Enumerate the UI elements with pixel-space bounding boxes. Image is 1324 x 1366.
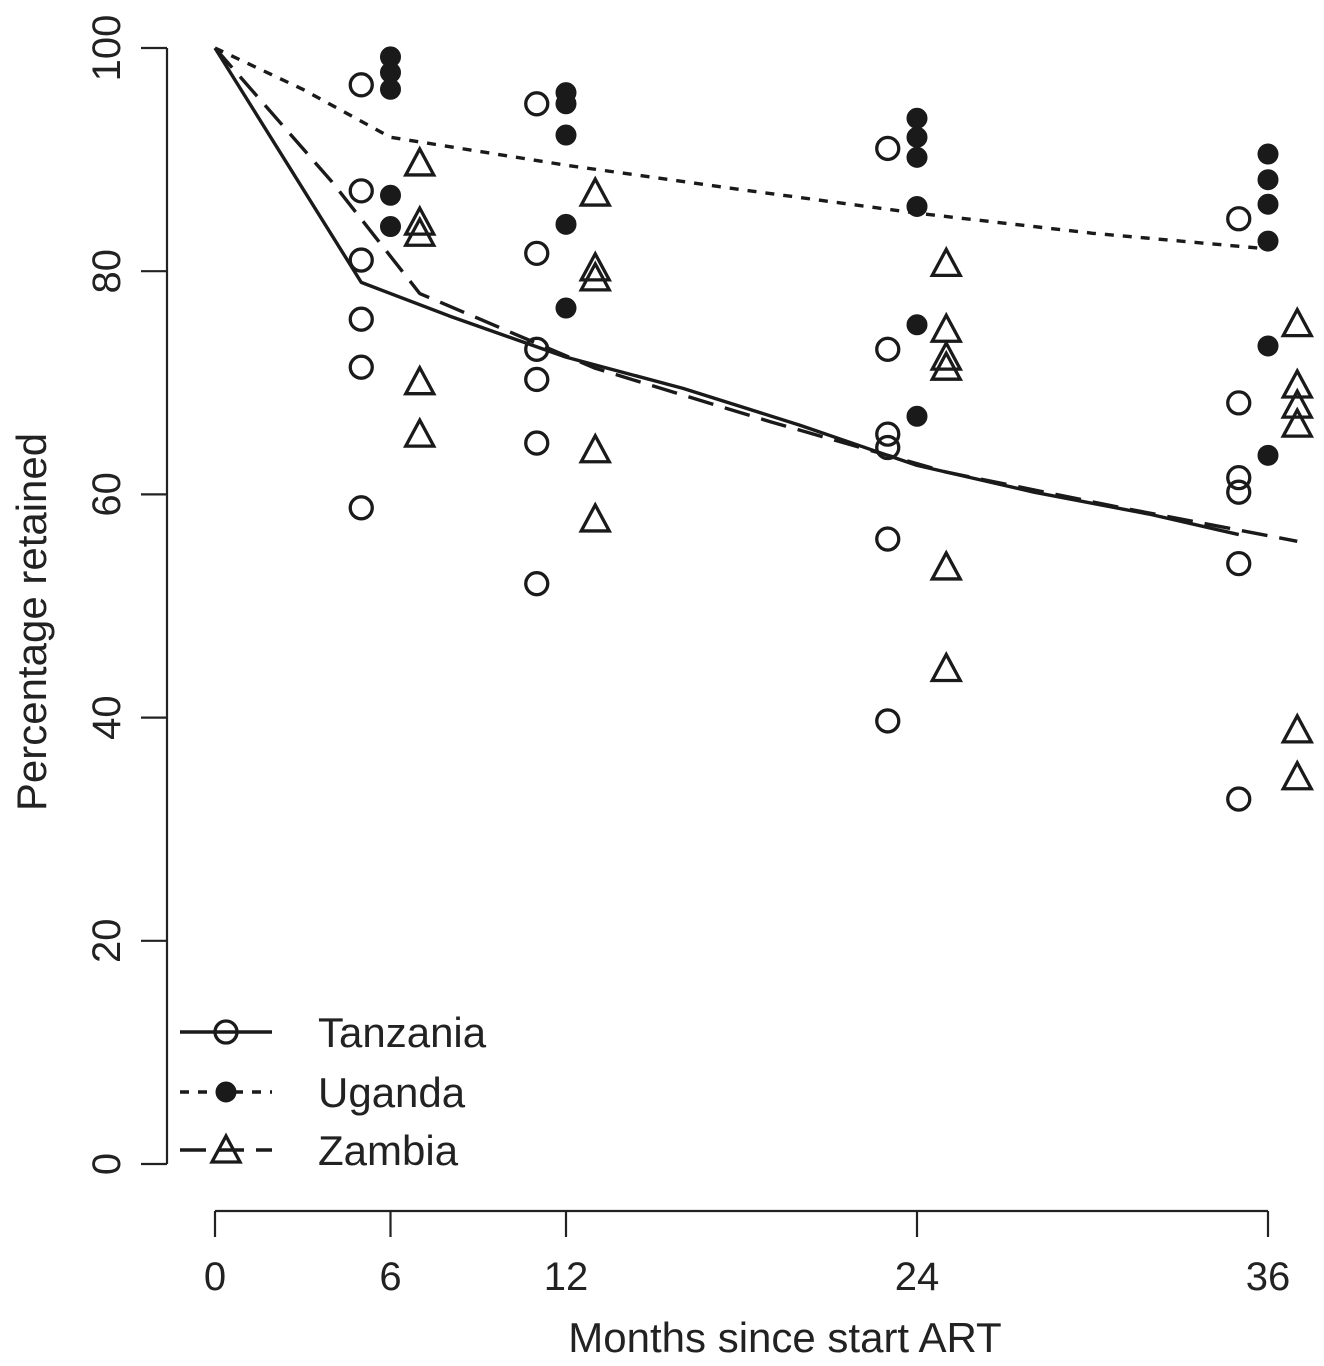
point-uganda <box>1257 143 1279 165</box>
point-uganda <box>1257 193 1279 215</box>
series-line-zambia <box>213 46 1298 543</box>
point-tanzania <box>524 336 550 362</box>
y-tick-label: 40 <box>85 695 129 740</box>
point-tanzania <box>1226 786 1252 812</box>
point-zambia <box>929 311 964 343</box>
legend-marker-zambia <box>209 1132 243 1164</box>
x-tick-label: 0 <box>204 1255 226 1299</box>
point-uganda <box>906 146 928 168</box>
x-tick-label: 12 <box>544 1255 589 1299</box>
point-zambia <box>929 339 964 371</box>
y-axis: 0 20 40 60 80 100 <box>85 15 169 1175</box>
point-zambia <box>402 416 437 448</box>
point-tanzania <box>348 306 374 332</box>
point-tanzania <box>875 421 901 447</box>
legend-marker-uganda <box>215 1081 237 1103</box>
point-tanzania <box>524 91 550 117</box>
legend: Tanzania Uganda Zambia <box>180 1009 487 1174</box>
x-tick-label: 36 <box>1246 1255 1291 1299</box>
point-tanzania <box>1226 465 1252 491</box>
point-zambia <box>1280 387 1315 419</box>
point-zambia <box>578 432 613 464</box>
point-zambia <box>402 145 437 177</box>
point-zambia <box>402 364 437 396</box>
point-zambia <box>929 245 964 278</box>
point-tanzania <box>1226 479 1252 505</box>
point-zambia <box>402 204 437 236</box>
point-uganda <box>380 216 401 238</box>
y-tick-label: 100 <box>85 15 129 82</box>
point-tanzania <box>524 366 550 393</box>
point-uganda <box>906 405 928 427</box>
series-lines <box>213 46 1298 543</box>
point-zambia <box>578 501 613 533</box>
point-zambia <box>402 215 437 247</box>
point-tanzania <box>348 247 374 273</box>
y-tick-label: 80 <box>85 249 129 294</box>
point-uganda <box>380 78 401 100</box>
y-ticks: 0 20 40 60 80 100 <box>85 15 167 1175</box>
point-zambia <box>1280 306 1315 338</box>
x-axis-title: Months since start ART <box>568 1314 1001 1361</box>
legend-label-zambia: Zambia <box>318 1127 459 1174</box>
x-axis: 0 6 12 24 36 <box>204 1209 1290 1299</box>
point-tanzania <box>875 434 901 461</box>
y-tick-label: 60 <box>85 472 129 517</box>
point-zambia <box>929 349 964 381</box>
y-tick-label: 20 <box>85 919 129 964</box>
series-points <box>348 46 1315 812</box>
point-tanzania <box>348 495 374 521</box>
point-uganda <box>906 126 928 148</box>
x-tick-label: 6 <box>379 1255 401 1299</box>
point-uganda <box>555 213 577 235</box>
series-line-tanzania <box>213 47 1240 537</box>
legend-label-tanzania: Tanzania <box>318 1009 487 1056</box>
point-uganda <box>906 314 928 336</box>
point-tanzania <box>1226 390 1252 416</box>
point-zambia <box>578 175 613 207</box>
x-tick-label: 24 <box>895 1255 940 1299</box>
point-zambia <box>578 250 613 282</box>
point-tanzania <box>348 72 374 98</box>
point-zambia <box>1280 759 1315 791</box>
point-uganda <box>1257 335 1279 357</box>
point-tanzania <box>875 708 901 734</box>
point-uganda <box>1257 169 1279 191</box>
legend-label-uganda: Uganda <box>318 1069 466 1116</box>
y-tick-label: 0 <box>85 1153 129 1175</box>
point-uganda <box>555 297 577 319</box>
x-ticks: 0 6 12 24 36 <box>204 1211 1290 1299</box>
point-uganda <box>1257 444 1279 466</box>
point-uganda <box>380 184 401 206</box>
series-line-uganda <box>214 46 1269 251</box>
point-tanzania <box>524 240 550 266</box>
point-zambia <box>929 549 964 581</box>
point-zambia <box>1280 406 1315 438</box>
point-tanzania <box>524 430 550 456</box>
point-tanzania <box>875 135 901 162</box>
point-zambia <box>929 651 964 683</box>
point-tanzania <box>875 336 901 362</box>
point-tanzania <box>875 526 901 552</box>
point-uganda <box>555 93 577 115</box>
point-zambia <box>578 260 613 292</box>
point-tanzania <box>1226 550 1252 577</box>
point-tanzania <box>524 571 550 597</box>
point-uganda <box>906 107 928 129</box>
y-axis-title: Percentage retained <box>8 433 55 811</box>
point-zambia <box>1280 712 1315 744</box>
point-tanzania <box>348 354 374 380</box>
legend-marker-tanzania <box>213 1019 239 1045</box>
point-tanzania <box>1226 206 1252 232</box>
point-tanzania <box>348 178 374 204</box>
point-uganda <box>906 195 928 217</box>
point-uganda <box>555 124 577 146</box>
point-zambia <box>1280 367 1315 399</box>
point-uganda <box>1257 230 1279 252</box>
